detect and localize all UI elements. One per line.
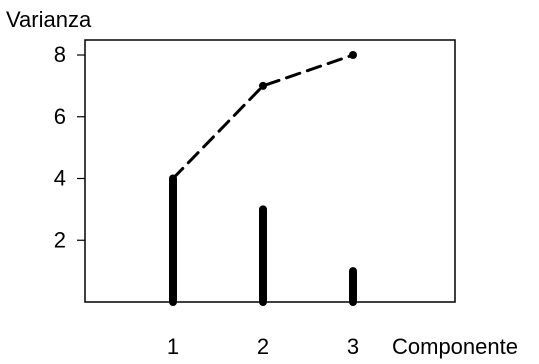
x-tick-label: 1 [167, 334, 179, 359]
y-tick-label: 6 [54, 104, 66, 129]
x-axis-ticks: 1 2 3 [167, 334, 359, 359]
y-axis-ticks: 2 4 6 8 [54, 42, 85, 252]
line-point-2 [259, 81, 267, 90]
y-axis-label: Varianza [6, 7, 92, 32]
dashed-line [171, 53, 355, 180]
x-tick-label: 3 [347, 334, 359, 359]
bar-series [169, 174, 357, 306]
y-tick-label: 8 [54, 42, 66, 67]
y-tick-label: 4 [54, 166, 66, 191]
line-series [171, 51, 357, 180]
x-tick-label: 2 [257, 334, 269, 359]
plot-frame [84, 39, 456, 303]
y-tick-label: 2 [54, 227, 66, 252]
line-point-3 [349, 51, 357, 59]
plot-area [84, 39, 456, 303]
x-axis-label: Componente [392, 334, 518, 359]
